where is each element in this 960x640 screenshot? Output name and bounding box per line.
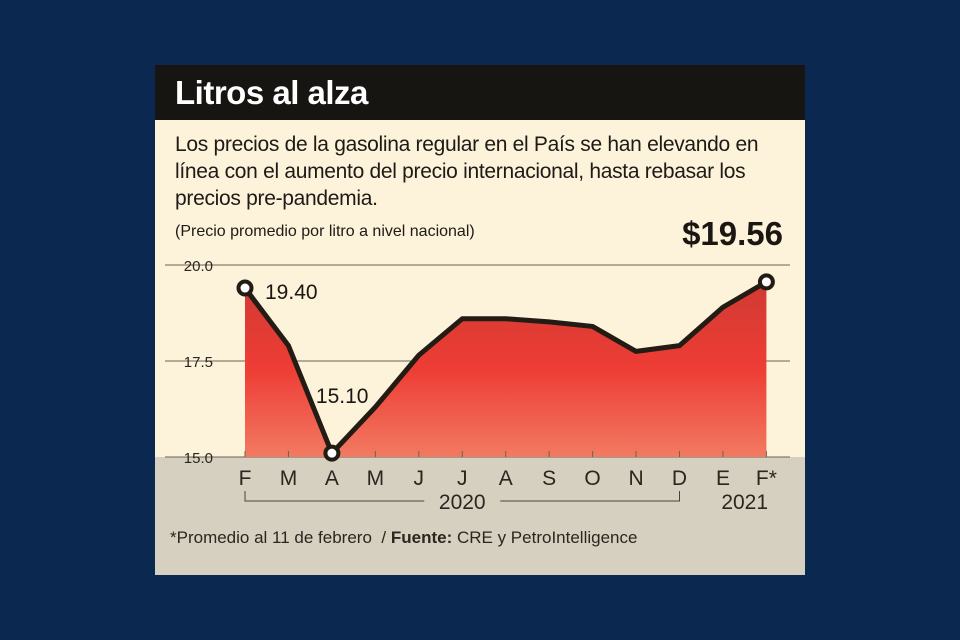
x-tick-label: J — [414, 467, 425, 490]
x-tick-label: E — [716, 467, 730, 490]
y-tick-label: 15.0 — [184, 450, 213, 467]
x-tick-label: A — [499, 467, 513, 490]
year-bracket — [244, 491, 680, 502]
chart-subtitle: Los precios de la gasolina regular en el… — [175, 133, 759, 210]
title-bar: Litros al alza — [155, 65, 805, 120]
x-tick-label: S — [542, 467, 556, 490]
source-label: Fuente: — [390, 528, 453, 547]
x-tick-label: F* — [756, 467, 777, 490]
y-tick-label: 17.5 — [184, 354, 213, 371]
x-tick-label: M — [367, 467, 385, 490]
footnote: *Promedio al 11 de febrero / Fuente: CRE… — [170, 528, 637, 548]
headline-value: $19.56 — [682, 215, 783, 252]
chart-title: Litros al alza — [175, 74, 368, 111]
x-tick-label: A — [325, 467, 339, 490]
data-label: 19.40 — [265, 281, 318, 304]
data-label: 15.10 — [316, 385, 369, 408]
x-tick-label: N — [628, 467, 643, 490]
y-tick-label: 20.0 — [184, 258, 213, 275]
year-label: 2020 — [439, 491, 486, 514]
x-tick-label: M — [280, 467, 298, 490]
data-point-marker — [236, 279, 254, 297]
unit-note: (Precio promedio por litro a nivel nacio… — [175, 223, 475, 240]
footnote-separator: / — [381, 528, 387, 547]
year-label: 2021 — [721, 491, 768, 514]
x-tick-label: F — [239, 467, 252, 490]
infographic-panel: Litros al alza Los precios de la gasolin… — [155, 65, 805, 575]
data-point-marker — [323, 444, 341, 462]
footnote-note: *Promedio al 11 de febrero — [170, 528, 372, 547]
x-tick-label: D — [672, 467, 687, 490]
area-fill — [245, 281, 767, 457]
axis-band — [155, 457, 805, 575]
data-point-marker — [757, 273, 775, 291]
area-chart: 20.0 17.5 15.0 F M A M J J A S O N D E F* 2020 2021 19.40 1… — [165, 258, 790, 514]
x-tick-label: J — [457, 467, 468, 490]
source-text: CRE y PetroIntelligence — [456, 528, 638, 547]
x-tick-label: O — [584, 467, 600, 490]
